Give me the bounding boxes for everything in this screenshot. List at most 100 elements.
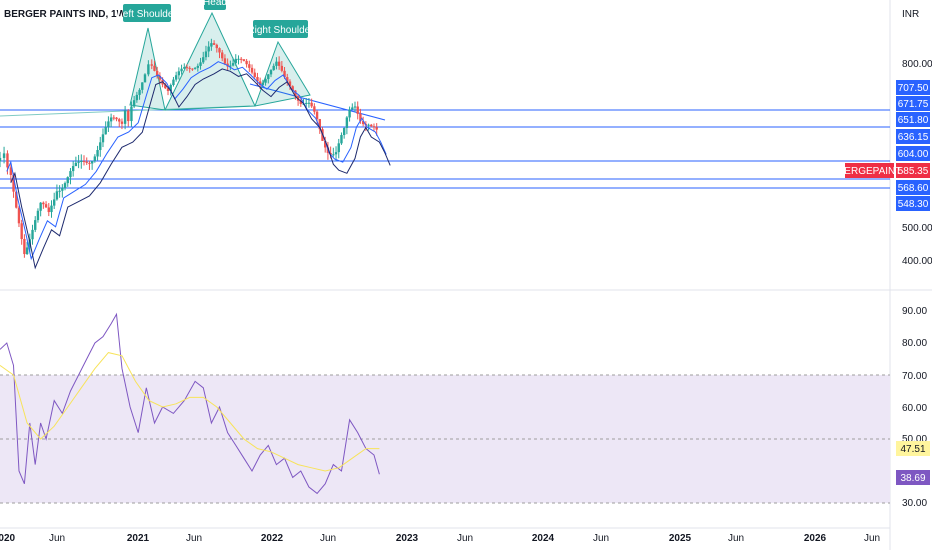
pattern-label: Left Shoulder [117, 9, 177, 20]
candle-body [294, 90, 297, 97]
rsi-tick-label: 60.00 [902, 403, 927, 414]
candle-body [85, 161, 88, 163]
candle-body [90, 160, 94, 164]
level-tag: 651.80 [898, 115, 929, 126]
price-tick-label: 400.00 [902, 256, 932, 267]
candle-body [269, 70, 273, 75]
candle-body [212, 43, 216, 45]
candle-body [199, 62, 202, 66]
candle-body [288, 81, 292, 87]
last-price-tag: 585.35 [898, 166, 929, 177]
candle-body [340, 135, 343, 144]
rsi-tag: 38.69 [900, 473, 925, 484]
candle-body [158, 75, 162, 80]
candle-body [202, 57, 205, 63]
candle-body [71, 166, 75, 172]
candle-body [283, 70, 286, 78]
candle-body [375, 127, 378, 130]
candle-body [0, 157, 2, 162]
time-tick-label: 2023 [396, 533, 419, 544]
candle-body [332, 154, 335, 156]
right-shoulder-shape [254, 40, 311, 107]
candle-body [74, 162, 78, 167]
rsi-ma-tag-bg [896, 441, 930, 456]
candle-body [256, 76, 259, 82]
time-tick-label: 2021 [127, 533, 150, 544]
candle-body [150, 64, 153, 66]
candle-body [337, 143, 340, 153]
time-tick-label: Jun [864, 533, 880, 544]
candle-body [166, 88, 170, 91]
pattern-label: Right Shoulder [247, 25, 314, 36]
level-tag: 548.30 [898, 199, 929, 210]
candle-body [82, 160, 86, 162]
candle-body [272, 65, 275, 71]
candle-body [147, 64, 150, 75]
candle-body [188, 67, 191, 69]
candle-body [370, 124, 373, 127]
candle-body [15, 191, 18, 208]
level-tag-bg [896, 180, 930, 195]
candle-body [169, 85, 172, 91]
candle-body [359, 113, 362, 122]
candle-body [310, 102, 313, 107]
candle-body [164, 84, 167, 89]
candle-body [215, 44, 218, 49]
candle-body [101, 134, 105, 143]
candle-body [123, 110, 127, 124]
rsi-tick-label: 70.00 [902, 371, 927, 382]
candle-body [42, 202, 45, 205]
ema-fast-line [6, 61, 387, 261]
candle-body [250, 67, 254, 73]
candle-body [50, 205, 53, 213]
candle-body [267, 74, 270, 80]
candle-body [286, 77, 289, 82]
rsi-tick-label: 50.00 [902, 434, 927, 445]
time-tick-label: 2025 [669, 533, 692, 544]
candle-body [61, 187, 64, 191]
level-tag: 604.00 [898, 149, 929, 160]
candle-body [138, 89, 141, 95]
candle-body [210, 43, 213, 47]
candle-body [88, 162, 91, 164]
rsi-tick-label: 90.00 [902, 306, 927, 317]
neckline [249, 83, 386, 121]
candle-body [112, 117, 116, 119]
candle-body [69, 171, 72, 178]
candle-body [280, 65, 284, 71]
candle-body [93, 156, 97, 161]
candle-body [258, 81, 262, 86]
candle-body [130, 106, 133, 122]
candle-body [193, 67, 197, 69]
candle-body [172, 79, 175, 86]
last-price-tag-bg [896, 163, 930, 178]
candle-body [185, 67, 189, 69]
time-tick-label: Jun [49, 533, 65, 544]
candle-body [66, 177, 69, 184]
candle-body [80, 160, 83, 162]
candle-body [53, 199, 56, 206]
candle-body [367, 124, 370, 126]
symbol-tag: BERGEPAINT [838, 166, 902, 177]
chart-title: BERGER PAINTS IND, 1W, NSE [4, 9, 152, 20]
candle-body [141, 82, 144, 90]
candle-body [237, 58, 240, 60]
rsi-ma-tag: 47.51 [900, 444, 925, 455]
level-tag-bg [896, 196, 930, 211]
candle-body [223, 58, 227, 64]
candle-body [231, 63, 235, 66]
level-tag-bg [896, 96, 930, 111]
level-tag: 636.15 [898, 132, 929, 143]
time-tick-label: 2022 [261, 533, 284, 544]
candle-body [313, 106, 316, 112]
candle-body [44, 204, 48, 208]
candle-body [17, 207, 21, 224]
candle-body [356, 106, 359, 114]
time-tick-label: Jun [593, 533, 609, 544]
time-tick-label: Jun [457, 533, 473, 544]
candle-body [329, 153, 332, 155]
rsi-tick-label: 30.00 [902, 498, 927, 509]
candle-body [20, 223, 23, 240]
candle-body [77, 161, 80, 163]
